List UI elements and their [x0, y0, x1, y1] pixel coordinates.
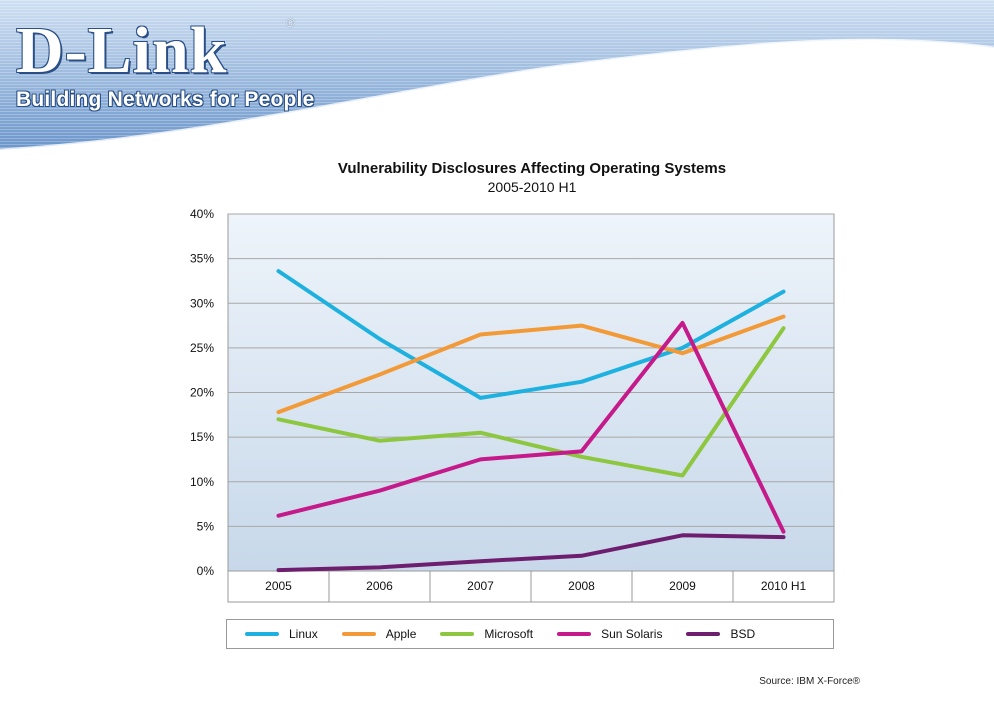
legend-label: Sun Solaris [601, 627, 663, 641]
chart-subtitle: 2005-2010 H1 [487, 179, 577, 195]
d-link-logo[interactable]: D-Link ® Building Networks for People [16, 14, 315, 112]
logo-wordmark: D-Link [16, 14, 228, 87]
y-tick-label: 10% [190, 475, 214, 489]
x-axis-tick-labels: 2005 2006 2007 2008 2009 2010 H1 [265, 571, 807, 602]
legend-item-sun-solaris: Sun Solaris [557, 627, 662, 641]
legend-item-microsoft: Microsoft [440, 627, 533, 641]
plot-area [227, 213, 835, 603]
y-tick-label: 15% [190, 430, 214, 444]
legend-swatch [557, 632, 592, 636]
series-line-linux [276, 269, 786, 400]
legend-swatch [341, 632, 376, 636]
series-line-bsd [276, 533, 786, 573]
registered-mark: ® [286, 16, 295, 30]
legend-swatch [440, 632, 475, 636]
y-tick-label: 30% [190, 296, 214, 310]
header-banner [0, 0, 994, 152]
y-tick-label: 5% [197, 519, 215, 533]
series-line-microsoft [276, 326, 786, 478]
y-tick-label: 25% [190, 341, 214, 355]
chart-legend: Linux Apple Microsoft Sun Solaris BSD [226, 619, 834, 649]
x-tick-label: 2007 [467, 579, 494, 593]
legend-label: Linux [289, 627, 318, 641]
x-tick-label: 2010 H1 [761, 579, 807, 593]
x-tick-label: 2006 [366, 579, 393, 593]
y-tick-label: 0% [197, 564, 215, 578]
x-tick-label: 2008 [568, 579, 595, 593]
legend-item-linux: Linux [245, 627, 318, 641]
legend-label: BSD [730, 627, 756, 641]
logo-tagline: Building Networks for People [16, 88, 315, 111]
x-tick-label: 2005 [265, 579, 292, 593]
header: D-Link ® Building Networks for People [0, 0, 994, 150]
y-axis-tick-labels: 0% 5% 10% 15% 20% 25% 30% 35% 40% [190, 207, 214, 578]
x-tick-label: 2009 [669, 579, 696, 593]
series-line-apple [276, 314, 786, 415]
series-lines [276, 269, 786, 573]
source-note: Source: IBM X-Force® [759, 676, 860, 687]
y-tick-label: 20% [190, 386, 214, 400]
legend-swatch [245, 632, 279, 636]
y-tick-label: 40% [190, 207, 214, 221]
legend-label: Apple [385, 627, 417, 641]
legend-label: Microsoft [484, 627, 534, 641]
legend-item-bsd: BSD [686, 627, 755, 641]
chart-title: Vulnerability Disclosures Affecting Oper… [337, 160, 727, 177]
legend-item-apple: Apple [341, 627, 417, 641]
series-line-sun-solaris [276, 320, 786, 534]
legend-swatch [686, 632, 721, 636]
y-tick-label: 35% [190, 252, 214, 266]
